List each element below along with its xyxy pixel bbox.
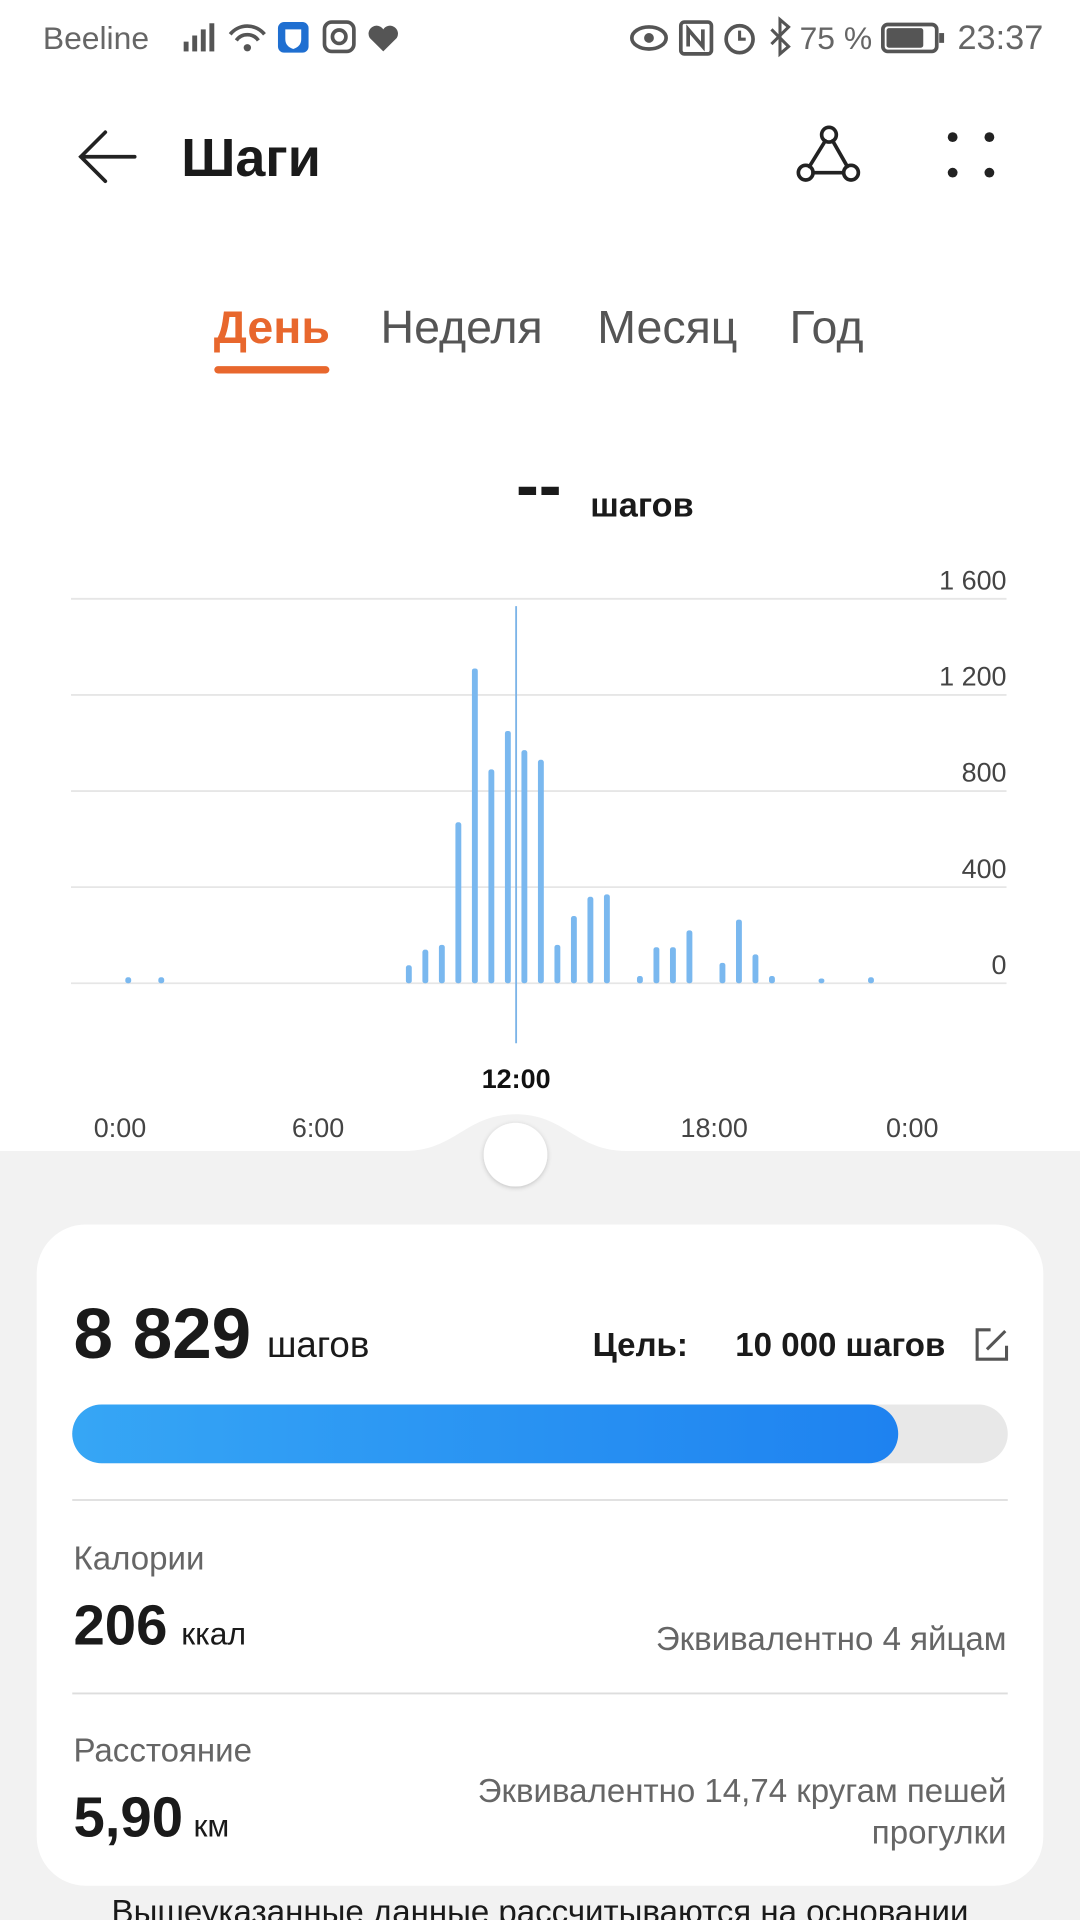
bar [769,976,775,984]
distance-note: Эквивалентно 14,74 кругам пешей [478,1773,1007,1810]
distance-unit: км [193,1808,229,1844]
bar [488,769,495,984]
bar [752,954,759,984]
tab[interactable]: День [214,301,330,353]
distance-label: Расстояние [73,1733,251,1770]
tab[interactable]: Год [789,301,863,353]
bar [455,822,462,984]
y-tick-label: 1 600 [939,565,1006,595]
bar [719,962,726,984]
bar [471,668,478,984]
bar [422,949,429,984]
y-tick-label: 1 200 [939,662,1006,692]
bar [603,894,610,984]
x-tick-label: 18:00 [680,1113,747,1143]
tab-indicator [214,366,330,374]
distance-value: 5,90 [73,1786,183,1849]
page-title: Шаги [181,128,321,188]
battery-level: 75 % [800,20,873,56]
x-tick-label: 0:00 [886,1113,938,1143]
y-tick-label: 400 [962,854,1007,884]
carrier: Beeline [43,20,149,56]
bar [554,944,561,984]
bar [868,977,874,984]
tab[interactable]: Месяц [597,301,737,353]
y-tick-label: 800 [962,758,1007,788]
calories-unit: ккал [181,1615,246,1651]
x-tick-label: 0:00 [94,1113,146,1143]
footer-note: Вышеуказанные данные рассчитываются на о… [112,1894,969,1920]
bar [570,915,577,984]
bar [504,730,511,984]
chart-slider-handle[interactable] [483,1122,548,1187]
bar [736,919,742,984]
bar [125,977,132,984]
bar [438,944,445,984]
bar [521,750,528,984]
summary-card [36,1224,1044,1886]
steps-unit: шагов [267,1324,369,1365]
bar [636,976,643,984]
bar [405,965,412,984]
selected-x-label: 12:00 [482,1064,551,1094]
clock: 23:37 [958,19,1044,57]
bar [537,759,544,984]
y-tick-label: 0 [992,950,1007,980]
calories-note: Эквивалентно 4 яйцам [656,1621,1007,1658]
more-button[interactable] [947,132,995,178]
back-button[interactable] [78,130,137,184]
edit-goal-button[interactable] [975,1328,1009,1361]
goal-value: 10 000 шагов [735,1327,945,1364]
status-icons [183,16,945,58]
steps-value: 8 829 [73,1295,251,1374]
tab-bar: День Неделя Месяц Год [214,301,864,374]
bar [653,947,660,984]
headline-value: -- [516,446,562,523]
calories-value: 206 [73,1593,167,1656]
headline-unit: шагов [590,487,693,525]
tab[interactable]: Неделя [381,301,543,353]
chart: 0 400 800 1 200 1 600 0:00 6:00 12:00 18:00 0:00 [71,565,1007,1143]
distance-note: прогулки [872,1815,1007,1852]
x-tick-label: 6:00 [292,1113,344,1143]
bar [587,896,594,984]
bar [686,930,693,984]
bar [818,978,825,984]
progress-fill [72,1404,899,1464]
goal-label: Цель: [593,1327,688,1364]
share-button[interactable] [796,125,861,182]
bar [669,947,676,984]
calories-label: Калории [73,1540,204,1577]
bar [158,977,165,984]
